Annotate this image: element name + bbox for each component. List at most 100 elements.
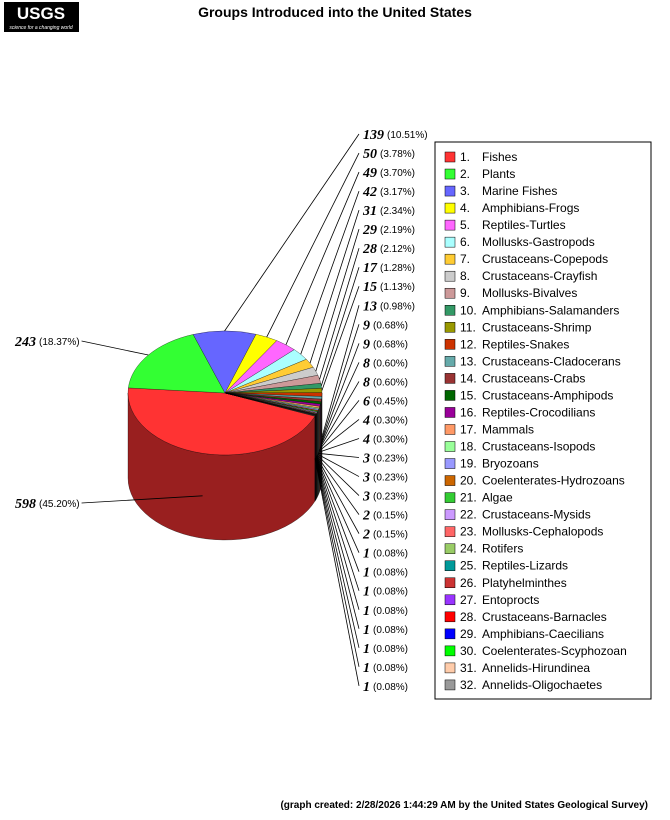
- leader-line: [321, 286, 360, 391]
- percent-label: (0.08%): [373, 625, 408, 636]
- legend-label: Amphibians-Frogs: [482, 201, 579, 215]
- data-label: 9: [363, 318, 370, 333]
- data-label: 50: [363, 147, 377, 162]
- percent-label: (45.20%): [39, 499, 80, 510]
- leader-line: [321, 324, 360, 441]
- legend-swatch: [444, 594, 456, 606]
- legend-number: 27.: [460, 593, 477, 607]
- legend-swatch: [444, 390, 456, 401]
- percent-label: (0.08%): [373, 663, 408, 674]
- legend-swatch: [444, 526, 456, 537]
- legend-number: 7.: [460, 252, 470, 266]
- legend-number: 15.: [460, 388, 477, 402]
- legend-number: 20.: [460, 474, 477, 488]
- legend-number: 31.: [460, 661, 477, 675]
- leader-line: [318, 438, 360, 453]
- legend-number: 18.: [460, 440, 477, 454]
- legend-number: 6.: [460, 235, 470, 249]
- data-label: 8: [363, 375, 370, 390]
- legend-label: Amphibians-Caecilians: [482, 627, 604, 641]
- legend-number: 8.: [460, 269, 470, 283]
- legend-label: Reptiles-Lizards: [482, 559, 568, 573]
- legend-swatch: [444, 270, 456, 282]
- data-label: 1: [363, 566, 370, 581]
- legend-swatch: [444, 475, 456, 486]
- legend-number: 1.: [460, 150, 470, 164]
- leader-line: [319, 381, 360, 448]
- legend-swatch: [444, 168, 456, 180]
- percent-label: (2.19%): [380, 225, 415, 236]
- leader-line: [315, 456, 360, 553]
- legend-label: Annelids-Oligochaetes: [482, 678, 602, 692]
- data-label: 8: [363, 356, 370, 371]
- legend-label: Algae: [482, 491, 513, 505]
- percent-label: (1.13%): [380, 282, 415, 293]
- legend-label: Crustaceans-Isopods: [482, 440, 595, 454]
- data-label: 13: [363, 299, 377, 314]
- legend-number: 21.: [460, 491, 477, 505]
- pie-slice: [127, 387, 316, 456]
- data-label: 9: [363, 337, 370, 352]
- legend-number: 10.: [460, 303, 477, 317]
- leader-line: [315, 457, 360, 629]
- legend-swatch: [444, 356, 456, 367]
- leader-line: [285, 171, 360, 345]
- legend-swatch: [444, 151, 456, 163]
- legend-number: 14.: [460, 371, 477, 385]
- legend-label: Crustaceans-Mysids: [482, 508, 591, 522]
- legend-label: Annelids-Hirundinea: [482, 661, 590, 675]
- percent-label: (0.30%): [373, 434, 408, 445]
- legend-label: Reptiles-Snakes: [482, 337, 569, 351]
- data-label: 4: [362, 432, 370, 447]
- legend-label: Crustaceans-Amphipods: [482, 388, 613, 402]
- legend-label: Crustaceans-Copepods: [482, 252, 608, 266]
- legend-number: 9.: [460, 286, 470, 300]
- data-label: 29: [362, 223, 377, 238]
- legend-swatch: [444, 253, 456, 265]
- data-label: 1: [363, 547, 370, 562]
- legend-swatch: [444, 202, 456, 214]
- legend-number: 11.: [460, 320, 476, 334]
- percent-label: (2.12%): [380, 244, 415, 255]
- leader-line: [320, 343, 360, 444]
- legend-number: 19.: [460, 457, 477, 471]
- leader-line: [320, 267, 360, 386]
- leader-line: [317, 453, 360, 477]
- data-label: 17: [363, 261, 378, 276]
- leader-line: [320, 362, 360, 446]
- leader-line: [317, 452, 360, 458]
- legend-label: Bryozoans: [482, 457, 539, 471]
- percent-label: (0.08%): [373, 549, 408, 560]
- legend-label: Fishes: [482, 150, 517, 164]
- data-label: 598: [15, 497, 36, 512]
- leader-line: [321, 305, 360, 438]
- legend-swatch: [444, 219, 456, 231]
- legend-box: [434, 141, 652, 700]
- legend-number: 29.: [460, 627, 477, 641]
- data-label: 3: [362, 490, 370, 505]
- legend-number: 24.: [460, 542, 477, 556]
- legend-number: 28.: [460, 610, 477, 624]
- legend-swatch: [444, 679, 456, 691]
- leader-line: [315, 456, 360, 572]
- data-label: 139: [363, 128, 384, 143]
- leader-line: [224, 133, 360, 332]
- percent-label: (3.70%): [380, 168, 415, 179]
- leader-line: [81, 340, 149, 356]
- legend-swatch: [444, 543, 456, 554]
- legend-swatch: [444, 662, 456, 674]
- legend-swatch: [444, 373, 456, 384]
- data-label: 1: [363, 585, 370, 600]
- data-label: 1: [363, 604, 370, 619]
- data-label: 1: [363, 623, 370, 638]
- footer: (graph created: 2/28/2026 1:44:29 AM by …: [280, 800, 648, 811]
- percent-label: (0.98%): [380, 301, 415, 312]
- percent-label: (0.08%): [373, 606, 408, 617]
- percent-label: (3.17%): [380, 187, 415, 198]
- legend-number: 5.: [460, 218, 470, 232]
- leader-line: [316, 456, 360, 534]
- percent-label: (0.08%): [373, 587, 408, 598]
- leader-line: [319, 248, 360, 380]
- legend-swatch: [444, 560, 456, 571]
